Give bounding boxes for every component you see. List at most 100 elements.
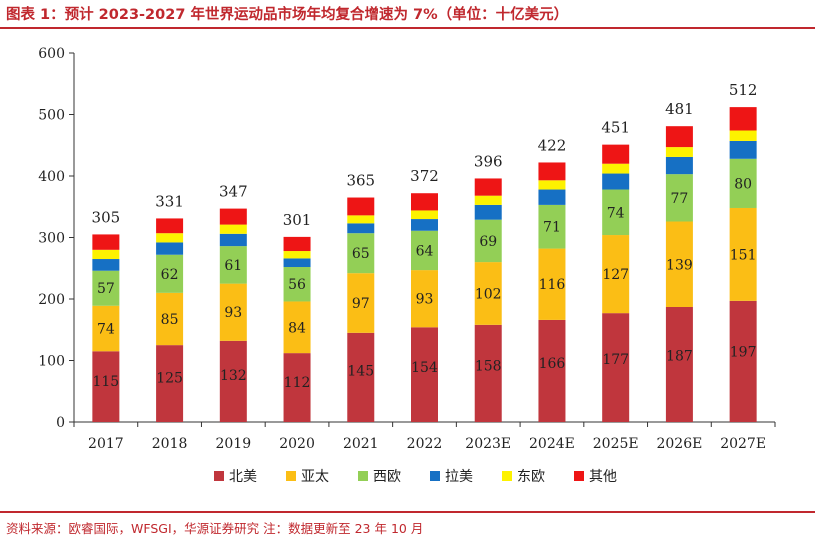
bar-segment (474, 219, 502, 263)
segment-value-label: 116 (539, 277, 566, 293)
bar-segment (474, 262, 502, 325)
bar-segment (347, 233, 375, 274)
segment-value-label: 125 (156, 370, 183, 386)
title-divider (0, 27, 815, 29)
bar-segment (283, 236, 311, 252)
bar-segment (283, 258, 311, 268)
total-value-label: 451 (601, 119, 630, 137)
legend-label: 西欧 (373, 469, 401, 485)
bar-segment (283, 267, 311, 302)
segment-value-label: 158 (475, 359, 502, 375)
bar-segment (156, 292, 184, 346)
bar-segment (665, 221, 693, 307)
legend-swatch (358, 471, 368, 481)
bar-segment (347, 215, 375, 224)
bar-segment (538, 248, 566, 320)
bar-segment (411, 193, 438, 211)
x-tick-label: 2020 (279, 436, 315, 452)
bar-segment (219, 340, 247, 422)
legend: 北美 亚太 西欧 拉美 东欧 其他 (214, 469, 617, 485)
segment-value-label: 80 (734, 176, 752, 192)
total-value-label: 305 (92, 208, 121, 226)
legend-item: 其他 (574, 469, 617, 485)
bar-segment (92, 270, 120, 306)
bar-segment (602, 173, 630, 190)
bar-segment (411, 327, 438, 422)
segment-value-label: 132 (220, 368, 247, 384)
bar-segment (156, 242, 184, 255)
segment-value-label: 154 (411, 360, 438, 376)
segment-value-label: 77 (670, 191, 688, 207)
legend-label: 北美 (229, 469, 257, 485)
bar-segment (665, 147, 693, 157)
bar-segment (602, 313, 630, 422)
legend-label: 亚太 (301, 469, 329, 485)
bar-segment (411, 210, 438, 220)
segment-value-label: 115 (92, 374, 119, 390)
legend-item: 亚太 (286, 469, 329, 485)
segment-value-label: 56 (288, 277, 306, 293)
segment-value-label: 74 (97, 322, 115, 338)
bar-segment (474, 324, 502, 422)
legend-item: 拉美 (430, 469, 473, 485)
segment-value-label: 93 (416, 292, 434, 308)
source-note: 资料来源：欧睿国际，WFSGI，华源证券研究 注：数据更新至 23 年 10 月 (6, 521, 424, 536)
bar-segment (538, 319, 566, 422)
bar-segment (347, 223, 375, 234)
axes: 0 100 200 300 400 500 600 2017 2018 2019 2020 2021 2… (38, 46, 776, 452)
y-tick-label: 400 (38, 169, 65, 185)
bar-segment (347, 332, 375, 422)
bar-segment (283, 353, 311, 422)
total-value-label: 331 (155, 192, 184, 210)
bar-segment (538, 180, 566, 190)
bar-segment (347, 197, 375, 216)
segment-value-label: 197 (730, 345, 757, 361)
x-tick-label: 2022 (407, 436, 443, 452)
y-tick-label: 500 (38, 108, 65, 124)
bar-segment (92, 234, 120, 250)
total-value-label: 301 (283, 211, 312, 229)
segment-value-label: 84 (288, 320, 306, 336)
segment-value-label: 64 (416, 243, 434, 259)
bar-segment (156, 254, 184, 293)
bar-segment (538, 204, 566, 249)
x-tick-label: 2021 (343, 436, 379, 452)
legend-swatch (286, 471, 296, 481)
segment-value-label: 166 (539, 356, 566, 372)
segment-value-label: 145 (347, 363, 374, 379)
bar-segment (474, 204, 502, 220)
bar-segment (474, 178, 502, 196)
x-tick-label: 2027E (720, 436, 766, 452)
x-tick-label: 2024E (529, 436, 575, 452)
x-tick-label: 2018 (152, 436, 188, 452)
bar-segment (729, 140, 757, 159)
segment-value-label: 61 (224, 258, 242, 274)
y-tick-label: 100 (38, 354, 65, 370)
y-tick-label: 600 (38, 46, 65, 62)
segment-value-label: 97 (352, 296, 370, 312)
segment-value-label: 102 (475, 286, 502, 302)
total-value-label: 512 (729, 81, 758, 99)
total-value-label: 365 (346, 172, 375, 190)
segment-value-label: 74 (607, 205, 625, 221)
bar-segment (92, 259, 120, 271)
chart-title: 图表 1：预计 2023-2027 年世界运动品市场年均复合增速为 7%（单位：… (6, 7, 569, 23)
bar-segment (602, 189, 630, 236)
segment-value-label: 57 (97, 281, 115, 297)
x-tick-label: 2023E (465, 436, 511, 452)
bar-segment (219, 246, 247, 284)
bar-segment (411, 230, 438, 271)
x-tick-label: 2017 (88, 436, 124, 452)
total-value-label: 372 (410, 167, 439, 185)
total-value-label: 396 (474, 152, 503, 170)
bar-segment (665, 126, 693, 148)
legend-label: 其他 (589, 469, 617, 485)
bar-segment (602, 235, 630, 314)
legend-item: 东欧 (502, 469, 545, 485)
legend-swatch (214, 471, 224, 481)
segment-value-label: 127 (602, 267, 629, 283)
bar-segment (729, 130, 757, 141)
bar-segment (665, 174, 693, 222)
segment-value-label: 85 (161, 312, 179, 328)
bar-segment (347, 273, 375, 333)
